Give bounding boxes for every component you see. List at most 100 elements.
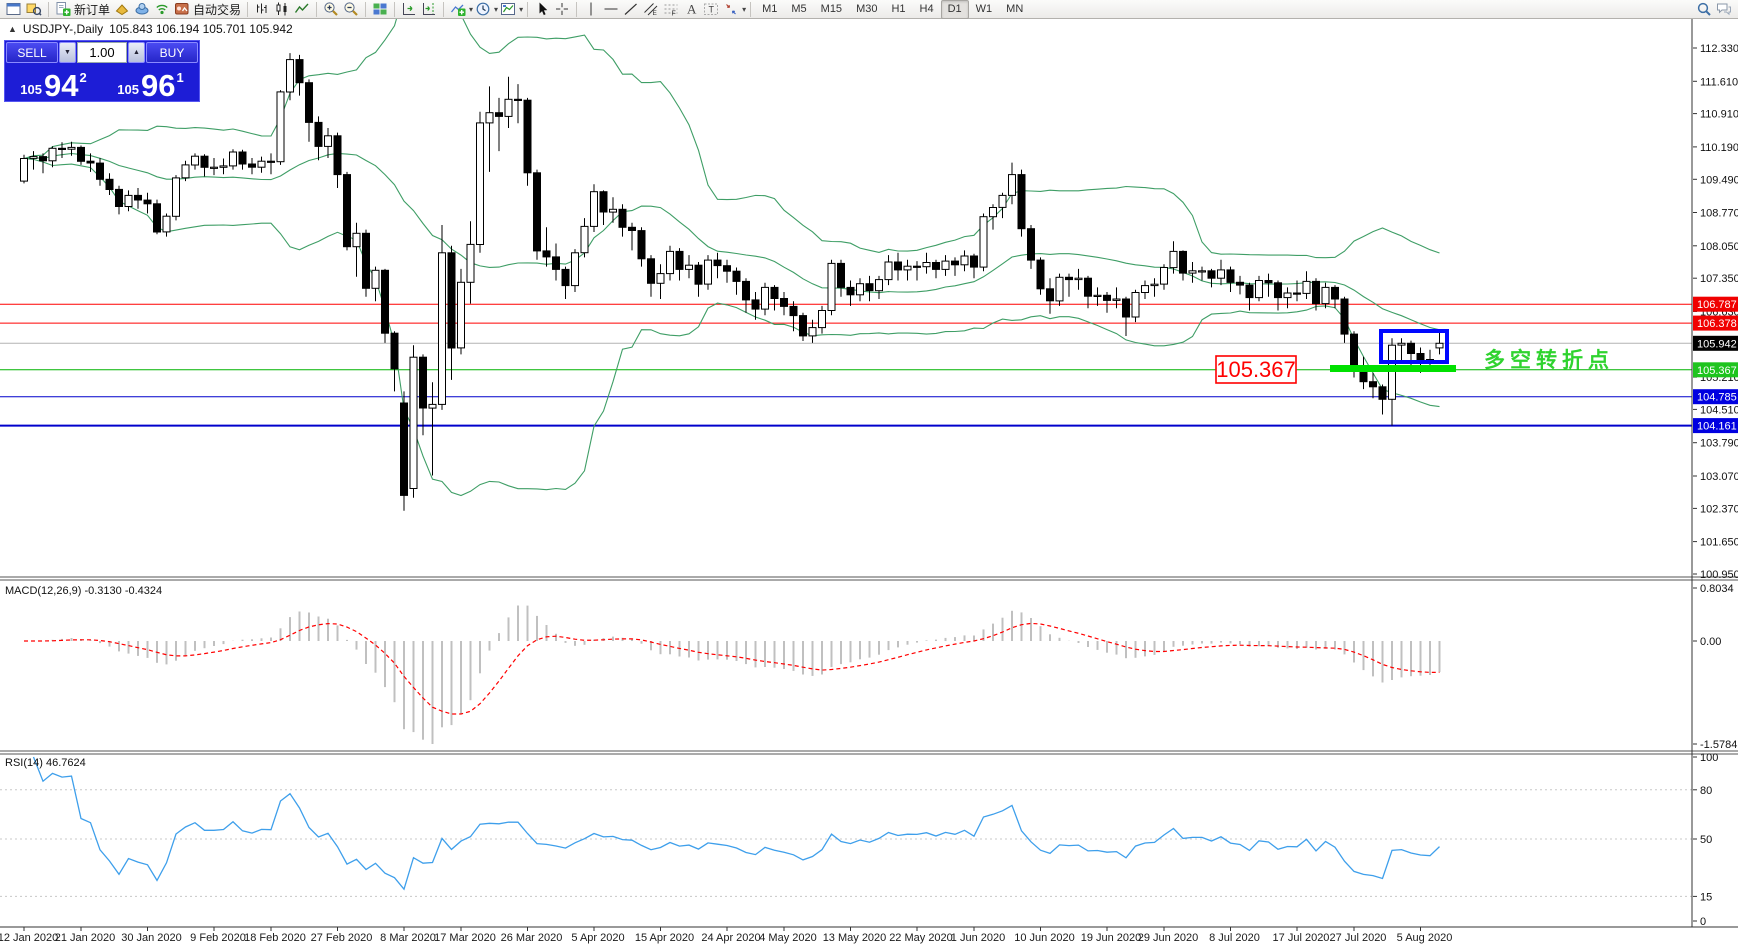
volume-increase-button[interactable]: ▲ (128, 42, 145, 63)
date-label: 18 Feb 2020 (244, 932, 306, 944)
buy-price-figure: 105 (117, 82, 139, 97)
svg-text:105.367: 105.367 (1697, 365, 1737, 377)
sell-price[interactable]: 105 94 2 (5, 64, 102, 101)
trend-highlight-bar[interactable] (1330, 365, 1456, 372)
date-label: 1 Jun 2020 (951, 932, 1005, 944)
toolbar-separator (247, 1, 249, 17)
date-label: 30 Jan 2020 (121, 932, 182, 944)
date-label: 22 May 2020 (889, 932, 953, 944)
indicators-icon[interactable] (448, 1, 468, 18)
dropdown-caret-icon[interactable]: ▾ (469, 4, 474, 14)
candles-layer[interactable] (20, 53, 1444, 511)
vertical-line-icon[interactable] (581, 1, 601, 18)
date-label: 4 May 2020 (759, 932, 816, 944)
rsi-panel: RSI(14) 46.7624 (0, 756, 1692, 897)
timeframe-m30-button[interactable]: M30 (856, 2, 878, 15)
dropdown-caret-icon[interactable]: ▾ (519, 4, 524, 14)
buy-price[interactable]: 105 96 1 (102, 64, 199, 101)
vps-icon[interactable] (132, 1, 152, 18)
trendline-icon[interactable] (621, 1, 641, 18)
annotations[interactable]: 105.367 多空转折点 (1215, 329, 1614, 384)
text-icon[interactable]: A (681, 1, 701, 18)
crosshair-icon[interactable] (552, 1, 572, 18)
periods-icon (475, 1, 491, 17)
svg-text:108.770: 108.770 (1700, 208, 1738, 220)
timeframe-d1-button[interactable]: D1 (940, 0, 969, 19)
trade-prices-row: 105 94 2 105 96 1 (5, 64, 199, 101)
one-click-trading-widget: SELL ▼ ▲ BUY 105 94 2 105 96 1 (4, 40, 200, 102)
chart-shift-icon[interactable] (419, 1, 439, 18)
timeframe-h1-button[interactable]: H1 (891, 2, 906, 15)
buy-button[interactable]: BUY (146, 42, 198, 63)
date-label: 21 Jan 2020 (55, 932, 116, 944)
price-badge (1693, 418, 1738, 434)
periods-icon[interactable] (473, 1, 493, 18)
volume-input[interactable] (77, 42, 127, 63)
collapse-icon[interactable]: ▲ (8, 24, 17, 34)
cursor-icon[interactable] (532, 1, 552, 18)
svg-text:0.00: 0.00 (1700, 636, 1721, 648)
text-label-icon[interactable]: T (701, 1, 721, 18)
svg-text:104.510: 104.510 (1700, 404, 1738, 416)
svg-text:111.610: 111.610 (1700, 76, 1738, 88)
arrows-icon[interactable] (721, 1, 741, 18)
timeframe-m1-button[interactable]: M1 (762, 2, 778, 15)
profiles-icon (26, 1, 42, 17)
toolbar-separator (576, 1, 578, 17)
horizontal-line-icon[interactable] (601, 1, 621, 18)
candlestick-chart-icon[interactable] (272, 1, 292, 18)
timeframe-m15-button[interactable]: M15 (820, 2, 843, 15)
tile-windows-icon (372, 1, 388, 17)
panel-dividers[interactable] (0, 576, 1738, 928)
vertical-line-icon (583, 1, 599, 17)
search-icon[interactable] (1694, 1, 1714, 18)
toolbar-separator (48, 1, 49, 17)
svg-text:106.378: 106.378 (1697, 318, 1737, 330)
fibonacci-retracement-icon[interactable]: F (661, 1, 681, 18)
chart-shift-icon (421, 1, 437, 17)
signals-icon[interactable] (152, 1, 172, 18)
auto-scroll-icon[interactable] (399, 1, 419, 18)
rsi-line (32, 756, 1440, 891)
line-chart-icon[interactable] (292, 1, 312, 18)
new-chart-icon[interactable] (4, 1, 24, 18)
bollinger-lower-band (23, 157, 1440, 497)
svg-text:106.787: 106.787 (1697, 299, 1737, 311)
new-order-button-label: 新订单 (74, 2, 111, 17)
macd-signal-line (24, 622, 1440, 715)
timeframe-w1-button[interactable]: W1 (975, 2, 993, 15)
consolidation-rectangle[interactable] (1379, 329, 1449, 364)
dropdown-caret-icon[interactable]: ▾ (742, 4, 747, 14)
zoom-in-icon[interactable] (321, 1, 341, 18)
new-order-button[interactable]: 新订单 (53, 1, 112, 18)
date-label: 17 Mar 2020 (434, 932, 496, 944)
timeframe-m5-button[interactable]: M5 (791, 2, 807, 15)
date-label: 13 May 2020 (823, 932, 887, 944)
symbol-bar: ▲ USDJPY-,Daily 105.843 106.194 105.701 … (8, 22, 293, 36)
bollinger-upper-band (23, 19, 1440, 259)
equidistant-channel-icon[interactable]: E (641, 1, 661, 18)
price-label-box[interactable] (1215, 355, 1297, 384)
chat-icon[interactable] (1714, 1, 1734, 18)
bar-chart-icon[interactable] (252, 1, 272, 18)
metaeditor-icon[interactable] (112, 1, 132, 18)
tile-windows-icon[interactable] (370, 1, 390, 18)
svg-text:E: E (653, 10, 658, 17)
svg-text:A: A (687, 2, 697, 17)
templates-icon[interactable] (498, 1, 518, 18)
autotrading-button[interactable]: 自动交易 (172, 1, 243, 18)
dropdown-caret-icon[interactable]: ▾ (494, 4, 499, 14)
timeframe-mn-button[interactable]: MN (1006, 2, 1024, 15)
profiles-icon[interactable] (24, 1, 44, 18)
text-label-icon: T (703, 1, 719, 17)
auto-scroll-icon (401, 1, 417, 17)
price-scale[interactable]: 112.330 111.610 110.910 110.190 109.490 108.7… (1691, 19, 1738, 928)
timeframe-h4-button[interactable]: H4 (919, 2, 934, 15)
sell-button[interactable]: SELL (6, 42, 58, 63)
svg-text:100: 100 (1700, 752, 1718, 764)
zoom-out-icon[interactable] (341, 1, 361, 18)
svg-text:102.370: 102.370 (1700, 503, 1738, 515)
volume-decrease-button[interactable]: ▼ (59, 42, 76, 63)
